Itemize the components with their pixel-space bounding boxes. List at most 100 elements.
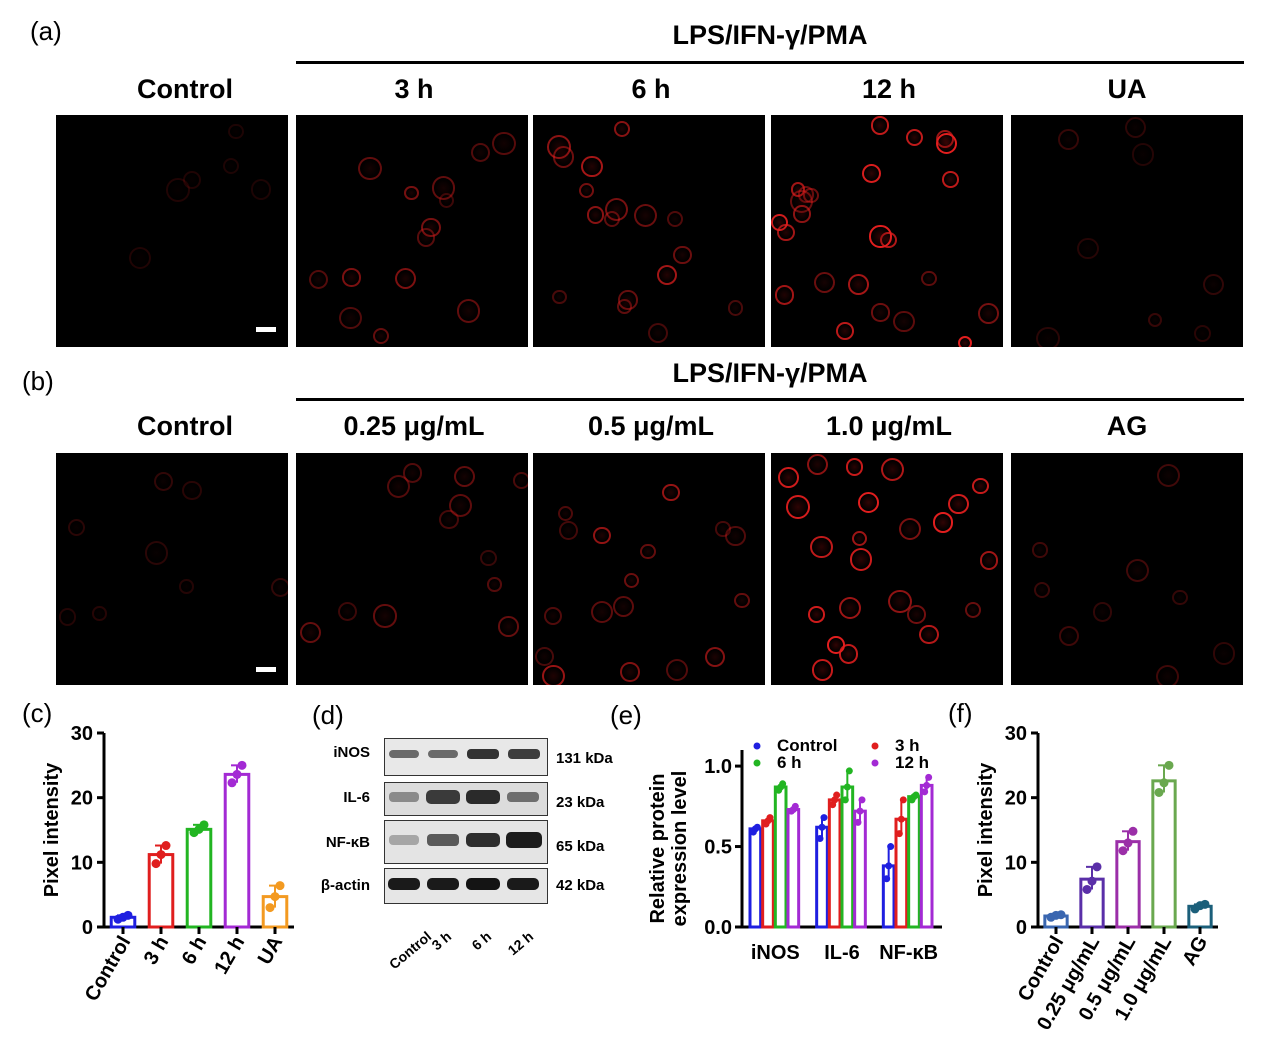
fluorescent-cell — [1059, 626, 1080, 647]
data-point — [156, 850, 166, 860]
fluorescent-cell — [579, 182, 595, 198]
fluorescent-cell — [640, 543, 656, 560]
fluorescent-cell — [808, 606, 825, 623]
fluorescent-cell — [662, 483, 680, 502]
fluorescent-cell — [416, 227, 436, 247]
data-point — [1056, 910, 1066, 920]
scale-bar — [256, 667, 276, 672]
data-point — [923, 781, 931, 789]
fluorescent-cell — [179, 579, 194, 594]
panel-b-col-label-4: AG — [1106, 411, 1148, 441]
fluorescent-cell — [705, 647, 726, 668]
fluorescent-cell — [487, 577, 502, 592]
fluorescent-cell — [394, 267, 417, 290]
fluorescent-cell — [893, 310, 915, 333]
fluorescent-cell — [839, 596, 862, 619]
fluorescent-cell — [836, 322, 854, 340]
bar — [827, 798, 842, 929]
fluorescent-cell — [785, 495, 810, 519]
x-tick-label: UA — [254, 933, 287, 969]
legend-marker — [753, 759, 761, 767]
fluorescent-cell — [666, 658, 689, 681]
x-tick-label: AG — [1178, 933, 1212, 970]
data-point — [858, 796, 866, 804]
panel-b-col-label-0: Control — [137, 411, 233, 441]
panel-a-image-6h — [533, 115, 765, 347]
wb-band — [427, 834, 459, 846]
fluorescent-cell — [144, 541, 169, 565]
y-tick-label: 10 — [71, 852, 93, 874]
fluorescent-cell — [222, 157, 240, 175]
wb-size-label-3: 42 kDa — [556, 877, 605, 894]
panel-e-label: (e) — [610, 700, 642, 730]
data-point — [895, 830, 903, 838]
bar — [1151, 779, 1177, 929]
fluorescent-cell — [552, 289, 567, 305]
wb-band — [388, 878, 420, 890]
panel-b-group-line — [296, 398, 1244, 401]
fluorescent-cell — [492, 132, 516, 156]
fluorescent-cell — [814, 271, 836, 293]
panel-b-group-label: LPS/IFN-γ/PMA — [672, 358, 868, 388]
bar — [1115, 840, 1141, 929]
fluorescent-cell — [183, 170, 202, 190]
fluorescent-cell — [1032, 542, 1048, 558]
panel-a-col-label-4: UA — [1107, 74, 1147, 104]
fluorescent-cell — [869, 225, 892, 248]
wb-protein-label-3: β-actin — [320, 877, 370, 894]
data-point — [897, 815, 905, 823]
x-tick-label: iNOS — [751, 942, 800, 964]
fluorescent-cell — [1077, 237, 1100, 260]
legend-label: 6 h — [777, 753, 802, 772]
data-point — [845, 767, 853, 775]
fluorescent-cell — [432, 176, 456, 200]
panel-b-image-control — [56, 453, 288, 685]
y-tick-label: 30 — [71, 723, 93, 745]
panel-c-label: (c) — [22, 698, 53, 728]
fluorescent-cell — [870, 115, 890, 135]
y-tick-label: 20 — [1005, 788, 1027, 810]
y-tick-label: 0 — [82, 917, 93, 939]
fluorescent-cell — [778, 467, 800, 488]
fluorescent-cell — [593, 526, 611, 545]
fluorescent-cell — [559, 520, 579, 540]
fluorescent-cell — [1057, 129, 1079, 151]
panel-a-label: (a) — [30, 16, 62, 46]
fluorescent-cell — [811, 658, 834, 681]
panel-a-col-label-1: 3 h — [394, 74, 434, 104]
y-tick-label: 20 — [71, 788, 93, 810]
fluorescent-cell — [1125, 116, 1147, 139]
wb-band — [426, 790, 460, 804]
fluorescent-cell — [438, 509, 459, 530]
fluorescent-cell — [182, 481, 202, 501]
fluorescent-cell — [1212, 642, 1236, 666]
panel-a-image-12h — [771, 115, 1003, 347]
bar — [223, 772, 251, 929]
fluorescent-cell — [942, 171, 959, 188]
fluorescent-cell — [888, 589, 912, 613]
fluorescent-cell — [618, 290, 638, 310]
fluorescent-cell — [342, 268, 361, 287]
fluorescent-cell — [1131, 143, 1155, 166]
fluorescent-cell — [453, 466, 475, 488]
bar — [185, 827, 213, 929]
data-point — [883, 875, 891, 883]
data-point — [816, 835, 824, 842]
western-blot: iNOS IL-6 NF-κB β-actin 131 kDa 23 kDa 6… — [300, 732, 650, 972]
fluorescent-cell — [673, 245, 692, 265]
fluorescent-cell — [403, 185, 419, 201]
data-point — [1118, 846, 1128, 856]
fluorescent-cell — [880, 457, 905, 482]
fluorescent-cell — [851, 530, 868, 547]
x-tick-label: 12 h — [210, 933, 249, 979]
bar — [773, 785, 788, 929]
panel-b-image-0-5 — [533, 453, 765, 685]
fluorescent-cell — [308, 269, 328, 289]
y-axis-label: Pixel intensity — [41, 762, 63, 897]
data-point — [833, 791, 841, 799]
fluorescent-cell — [623, 572, 639, 589]
fluorescent-cell — [965, 602, 982, 619]
panel-a-group-line — [296, 61, 1244, 64]
x-tick-label: 3 h — [140, 933, 174, 969]
fluorescent-cell — [977, 303, 999, 324]
